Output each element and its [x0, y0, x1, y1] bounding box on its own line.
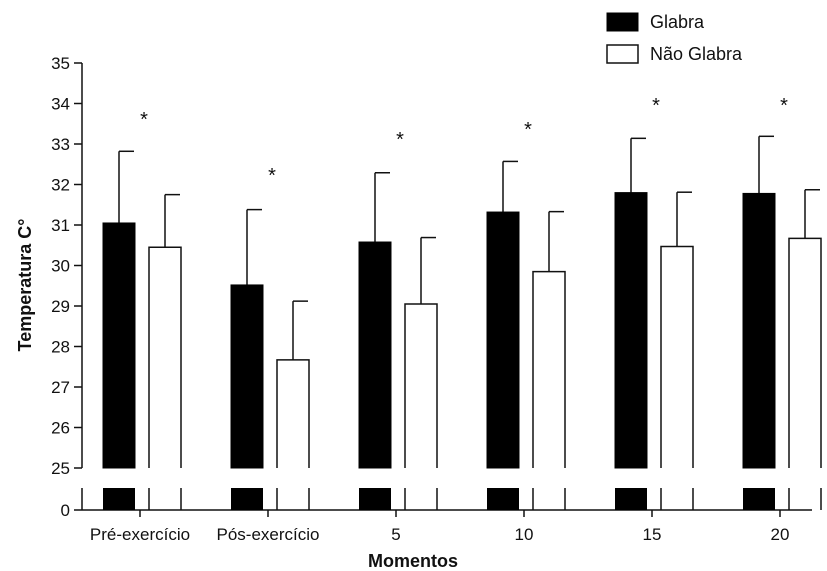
significance-star: *	[140, 109, 148, 131]
legend-swatch-nao-glabra	[606, 44, 639, 64]
bar-glabra	[358, 241, 392, 469]
x-tick-label: 20	[771, 525, 790, 544]
y-tick-label: 28	[51, 338, 70, 357]
bar-nao-glabra	[276, 359, 310, 468]
x-tick-label: Pré-exercício	[90, 525, 190, 544]
y-tick-label: 26	[51, 419, 70, 438]
bar-glabra-stub	[231, 488, 263, 510]
bar-glabra-stub	[487, 488, 519, 510]
legend-swatch-glabra	[606, 12, 639, 32]
bar-glabra	[486, 211, 520, 469]
y-tick-label: 31	[51, 216, 70, 235]
y-tick-label: 27	[51, 378, 70, 397]
bar-glabra-stub	[359, 488, 391, 510]
significance-star: *	[652, 95, 660, 117]
x-tick-label: 15	[643, 525, 662, 544]
x-tick-label: Pós-exercício	[217, 525, 320, 544]
bar-nao-glabra	[532, 270, 566, 468]
y-tick-label: 25	[51, 459, 70, 478]
significance-star: *	[524, 119, 532, 141]
bar-nao-glabra	[660, 245, 694, 468]
bar-glabra	[230, 284, 264, 469]
x-axis-title: Momentos	[368, 551, 458, 571]
bar-glabra	[614, 192, 648, 469]
legend-label-glabra: Glabra	[650, 12, 705, 32]
bar-nao-glabra	[404, 303, 438, 468]
legend-label-nao-glabra: Não Glabra	[650, 44, 743, 64]
bar-glabra-stub	[615, 488, 647, 510]
bar-glabra-stub	[743, 488, 775, 510]
bar-nao-glabra	[788, 237, 822, 468]
x-tick-label: 10	[515, 525, 534, 544]
y-tick-label: 29	[51, 297, 70, 316]
bar-glabra	[742, 192, 776, 469]
bar-nao-glabra	[148, 246, 182, 468]
significance-star: *	[396, 129, 404, 151]
y-axis-title: Temperatura C°	[15, 219, 35, 352]
significance-star: *	[268, 165, 276, 187]
y-tick-label: 33	[51, 135, 70, 154]
y-tick-label: 34	[51, 95, 70, 114]
y-tick-label: 35	[51, 54, 70, 73]
significance-star: *	[780, 95, 788, 117]
y-tick-label-zero: 0	[61, 501, 70, 520]
x-tick-label: 5	[391, 525, 400, 544]
bar-glabra	[102, 222, 136, 469]
y-tick-label: 30	[51, 257, 70, 276]
y-tick-label: 32	[51, 176, 70, 195]
bar-glabra-stub	[103, 488, 135, 510]
